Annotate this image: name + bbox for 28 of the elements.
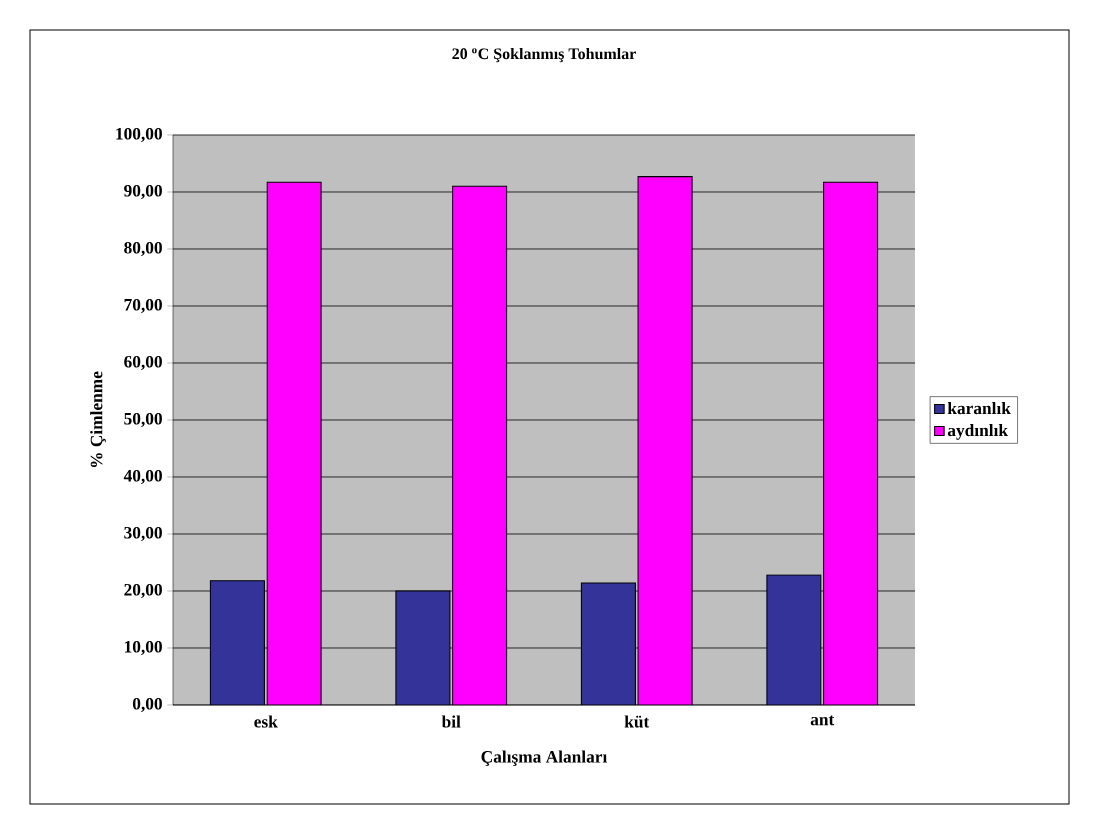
y-axis-title: % Çimlenme	[90, 371, 106, 468]
x-tick-label: esk	[254, 715, 278, 728]
y-tick-label: 60,00	[124, 355, 162, 371]
x-tick-label: ant	[810, 715, 835, 726]
y-tick-label: 70,00	[124, 298, 162, 314]
bar	[209, 580, 265, 705]
y-tick-label: 20,00	[124, 583, 162, 599]
bar	[266, 181, 322, 705]
y-tick-label: 100,00	[116, 127, 162, 143]
bar	[766, 574, 822, 705]
y-tick-label: 10,00	[124, 640, 162, 656]
y-tick-label: 30,00	[124, 526, 162, 542]
legend-label: aydınlık	[947, 423, 1009, 440]
bar	[580, 582, 636, 705]
x-tick-label: küt	[624, 715, 650, 728]
y-tick-label: 90,00	[124, 184, 162, 200]
bar	[452, 185, 508, 705]
y-tick-label: 50,00	[124, 412, 162, 428]
x-tick-label: bil	[441, 715, 461, 728]
legend-label: karanlık	[947, 401, 1011, 415]
x-axis-title: Çalışma Alanları	[481, 750, 608, 767]
bar	[637, 176, 693, 705]
y-tick-label: 80,00	[124, 241, 162, 257]
y-tick-label: 40,00	[123, 469, 162, 485]
bar	[823, 181, 879, 705]
chart-title: 20 $^{o}$C Şoklanmış Tohumlar	[452, 47, 636, 63]
bar	[395, 590, 451, 705]
y-tick-label: 0,00	[132, 697, 162, 713]
